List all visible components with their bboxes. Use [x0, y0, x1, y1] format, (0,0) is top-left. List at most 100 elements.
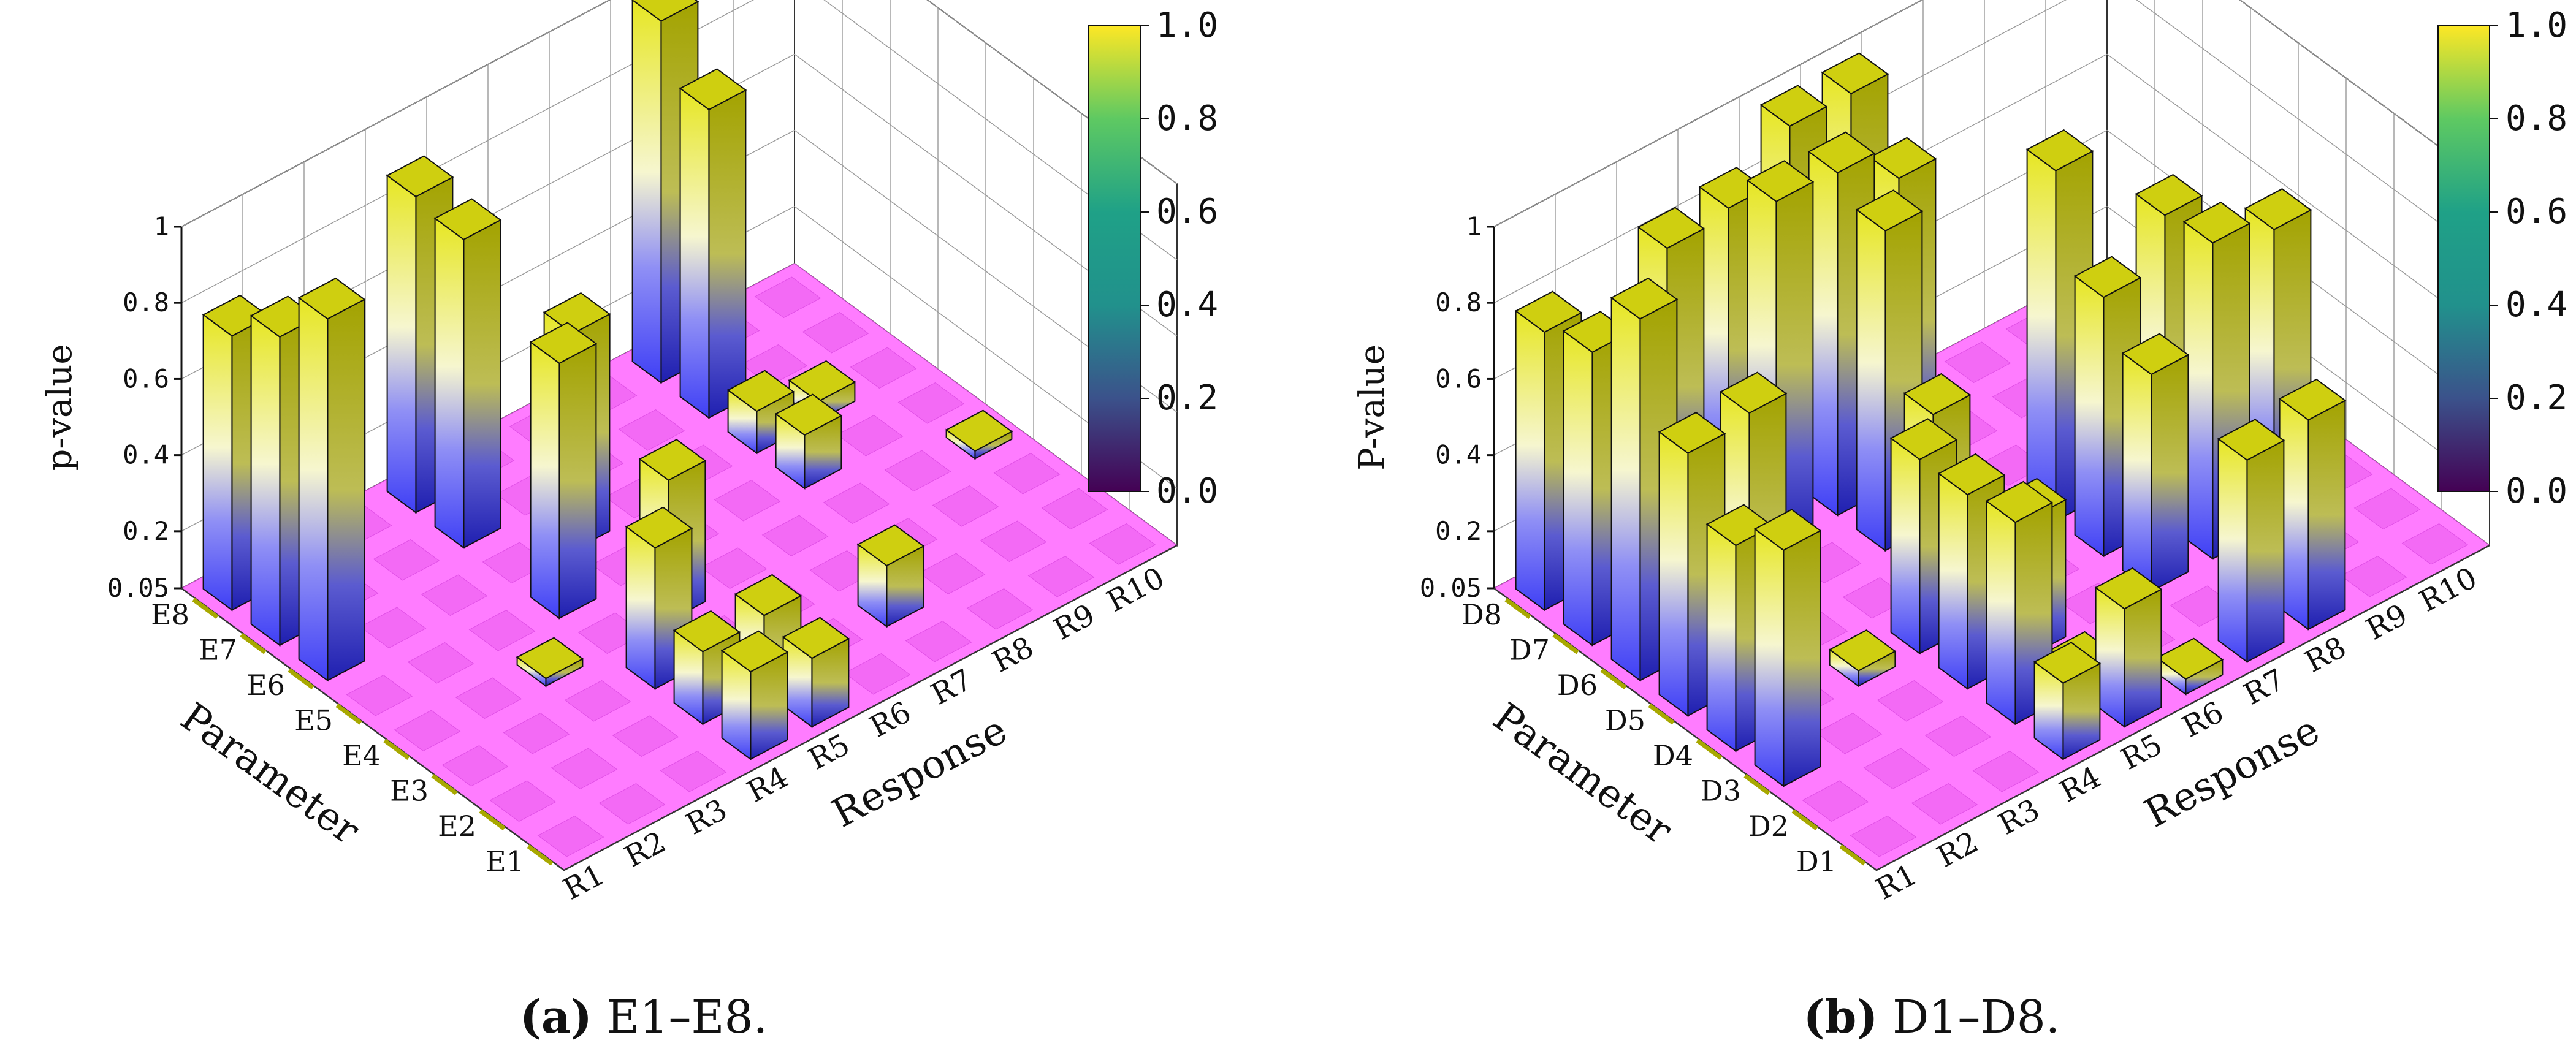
bar-top	[856, 524, 925, 567]
parameter-edge-marker	[479, 809, 506, 830]
parameter-tick-label: E2	[438, 810, 476, 843]
bar	[782, 616, 850, 728]
bar-face-side	[1515, 309, 1545, 612]
parameter-tick-label: E6	[246, 669, 285, 702]
bar-face-side	[1754, 528, 1785, 787]
floor-tile	[1027, 556, 1095, 597]
bar-top	[433, 198, 502, 240]
bar-top	[2135, 173, 2203, 216]
floor-tile	[489, 780, 557, 822]
bar-top	[2278, 378, 2347, 421]
bar	[945, 409, 1013, 460]
z-tick-label: 0.2	[123, 516, 169, 546]
bar-face-side	[1658, 430, 1689, 717]
bar-top	[1746, 160, 1815, 202]
floor-tile	[802, 312, 869, 354]
bar-face-front	[2307, 399, 2346, 631]
bar-face-side	[2074, 275, 2105, 558]
bar	[679, 68, 747, 419]
bar-face-side	[434, 217, 465, 549]
bar	[2217, 419, 2285, 663]
bar	[529, 322, 598, 620]
floor-tile	[918, 553, 986, 594]
bar	[2033, 642, 2102, 760]
parameter-tick-label: E5	[294, 704, 333, 737]
bar-top	[1753, 509, 1822, 551]
bar-face-side	[2026, 148, 2057, 522]
colorbar-tick-label: 0.8	[1156, 99, 1218, 138]
bar-top	[297, 277, 366, 320]
bar-face-side	[1706, 523, 1737, 753]
bars	[202, 0, 1013, 760]
bar-top	[1889, 418, 1958, 460]
chart-panel-a: 0.050.20.40.60.81p-valueR1R2R3R4R5R6R7R8…	[40, 0, 1218, 1044]
floor-tile	[2401, 523, 2469, 565]
bar-top	[1759, 85, 1828, 127]
chart-panel-b: 0.050.20.40.60.81P-valueR1R2R3R4R5R6R7R8…	[1352, 0, 2567, 1044]
bar	[2155, 637, 2224, 696]
floor-tile	[823, 482, 890, 524]
parameter-edge-marker	[288, 668, 314, 689]
colorbar-tick-label: 0.8	[2506, 99, 2567, 138]
bar-top	[2025, 129, 2094, 172]
bar-top	[945, 409, 1013, 452]
floor-tile	[2340, 556, 2407, 597]
parameter-edge-marker	[527, 844, 554, 866]
bar-face-front	[2151, 354, 2189, 593]
bar	[297, 277, 366, 682]
bar-face-side	[1890, 437, 1921, 655]
parameter-axis-title: Parameter	[172, 694, 368, 854]
bar-face-side	[631, 0, 662, 384]
bar-face-side	[298, 296, 329, 682]
bar-face-front	[558, 343, 597, 620]
parameter-edge-marker	[1791, 809, 1818, 830]
floor-tile	[503, 713, 570, 754]
grid-line-z	[1493, 0, 2490, 303]
bar-face-front	[2124, 588, 2162, 728]
z-tick-label: 0.8	[1435, 287, 1482, 317]
floor-tile	[700, 547, 768, 589]
panel-a: 0.05 0.2 0.4 0.6 0.8 1 p-value R1 R2 R3 R4 R5 R6 R7 R8…	[40, 0, 1218, 1044]
bar-top	[720, 630, 789, 673]
floor-tile	[1815, 713, 1883, 754]
z-axis: 0.05 0.2 0.4 0.6 0.8 1 P-value	[1352, 211, 1495, 603]
floor-tile	[394, 710, 461, 751]
bar	[2094, 567, 2163, 728]
grid-line-z	[1493, 0, 2490, 227]
floor-tile	[455, 677, 522, 719]
bars	[1514, 52, 2347, 787]
floor-tile	[468, 610, 536, 651]
colorbar-tick-label: 1.0	[1156, 6, 1218, 45]
colorbar-tick-label: 0.6	[2506, 192, 2567, 232]
floor-tile	[1924, 715, 1992, 757]
floor-tile	[1863, 748, 1930, 789]
parameter-edge-marker	[1696, 738, 1723, 760]
parameter-edge-marker	[335, 704, 362, 725]
floor-tile	[850, 347, 917, 389]
floor-tile	[598, 783, 666, 825]
parameter-edge-marker	[192, 597, 219, 619]
bar	[1828, 629, 1897, 688]
colorbar-tick-label: 0.0	[1156, 471, 1218, 511]
z-tick-label: 0.6	[123, 363, 169, 393]
floor-tile	[754, 276, 821, 318]
bar-face-front	[327, 298, 365, 682]
bar-face-side	[2122, 352, 2152, 593]
bar	[2073, 256, 2142, 558]
grid-line-z	[181, 53, 1178, 380]
floor-tile	[373, 539, 440, 581]
parameter-tick-label: D7	[1509, 633, 1550, 666]
colorbar-tick-label: 0.4	[1156, 285, 1218, 325]
bar-top	[638, 439, 707, 481]
bar-face-side	[1986, 499, 2016, 726]
floor-tile	[407, 642, 474, 684]
bar	[856, 524, 925, 628]
parameter-tick-label: D2	[1748, 810, 1789, 843]
floor-tile	[905, 621, 972, 662]
parameter-edge-marker	[1839, 844, 1866, 866]
parameter-tick-label: D6	[1557, 669, 1598, 702]
colorbar-tick-label: 0.2	[2506, 378, 2567, 418]
floor-tile	[421, 574, 488, 616]
colorbar-tick-label: 0.0	[2506, 471, 2567, 511]
bar-top	[529, 322, 598, 364]
